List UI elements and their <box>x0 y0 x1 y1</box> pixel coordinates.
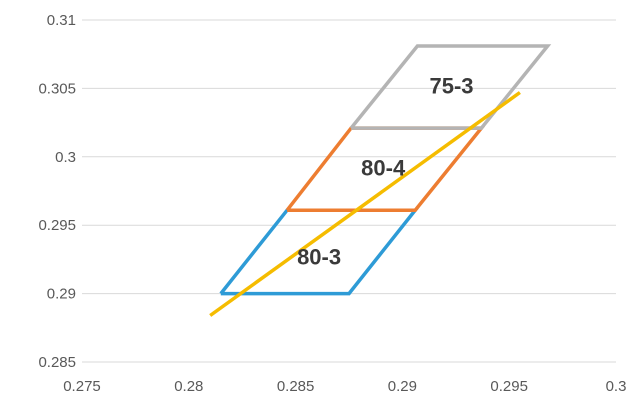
y-tick-label: 0.31 <box>47 12 76 29</box>
series-trend-line <box>209 91 521 317</box>
x-axis-ticks: 0.275 0.28 0.285 0.29 0.295 0.3 <box>63 378 626 395</box>
x-tick-label: 0.295 <box>490 378 528 395</box>
y-tick-label: 0.285 <box>38 354 76 371</box>
y-tick-label: 0.295 <box>38 217 76 234</box>
series-lines <box>209 44 552 317</box>
y-tick-label: 0.3 <box>55 149 76 166</box>
region-label-80-3: 80-3 <box>297 245 341 270</box>
region-labels: 75-3 80-4 80-3 <box>297 74 473 270</box>
x-tick-label: 0.275 <box>63 378 101 395</box>
region-label-80-4: 80-4 <box>361 156 406 181</box>
x-tick-label: 0.3 <box>606 378 627 395</box>
x-tick-label: 0.28 <box>174 378 203 395</box>
y-tick-label: 0.305 <box>38 80 76 97</box>
series-75-3-outline <box>349 44 552 130</box>
y-axis-ticks: 0.285 0.29 0.295 0.3 0.305 0.31 <box>38 12 76 371</box>
y-tick-label: 0.29 <box>47 286 76 303</box>
x-tick-label: 0.29 <box>388 378 417 395</box>
x-tick-label: 0.285 <box>277 378 315 395</box>
region-label-75-3: 75-3 <box>430 74 474 99</box>
gridlines <box>82 19 616 363</box>
